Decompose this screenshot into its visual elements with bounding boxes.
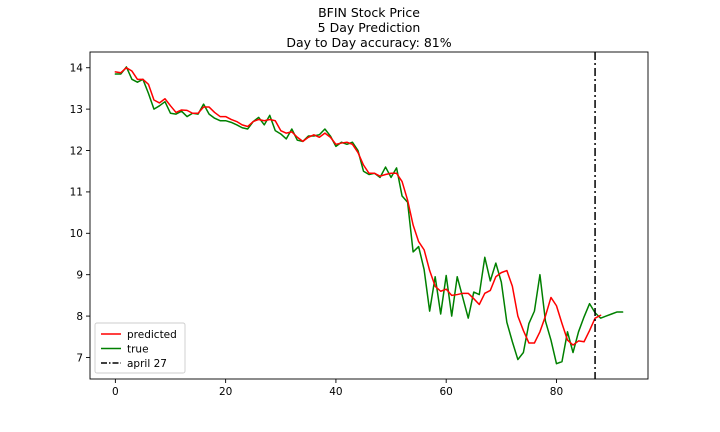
x-tick-label: 20: [219, 386, 232, 398]
axis-ticks: 0 20 40 60 80 7 8 9 10 11 12 13 14: [70, 63, 564, 398]
legend-box: [94, 322, 186, 374]
y-tick-label: 13: [70, 104, 83, 116]
legend-label-0: predicted: [127, 329, 177, 341]
y-tick-label: 11: [70, 187, 83, 199]
y-tick-label: 14: [70, 63, 84, 75]
title-line-0: BFIN Stock Price: [318, 5, 420, 20]
x-tick-label: 60: [440, 386, 453, 398]
title-line-1: 5 Day Prediction: [318, 20, 421, 35]
legend-label-2: april 27: [127, 358, 167, 370]
y-tick-label: 12: [70, 145, 83, 157]
y-tick-label: 7: [76, 352, 83, 364]
y-tick-label: 8: [76, 311, 83, 323]
x-tick-label: 0: [112, 386, 119, 398]
series-line-true: [114, 66, 624, 365]
title-line-2: Day to Day accuracy: 81%: [286, 35, 451, 50]
x-tick-label: 40: [329, 386, 342, 398]
y-tick-label: 10: [70, 228, 83, 240]
plot-area: [114, 52, 624, 379]
legend-label-1: true: [127, 343, 149, 355]
y-tick-label: 9: [76, 269, 83, 281]
plot-frame: [89, 51, 649, 380]
x-tick-label: 80: [550, 386, 563, 398]
series-group: [114, 52, 624, 379]
series-line-predicted: [114, 66, 602, 346]
legend: predicted true april 27: [94, 322, 186, 374]
